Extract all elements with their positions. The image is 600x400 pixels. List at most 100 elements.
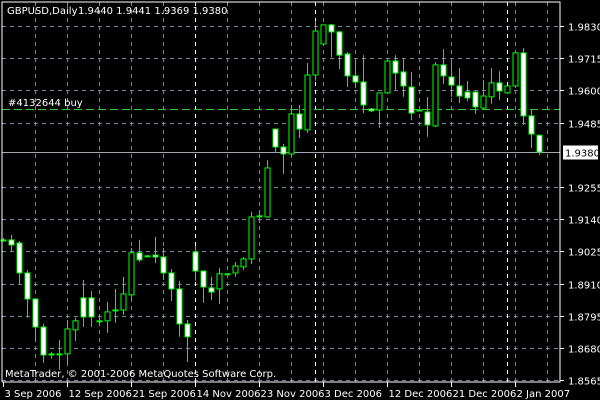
current-price-label-box — [563, 145, 598, 160]
candle — [456, 68, 463, 103]
candle — [184, 320, 191, 362]
candle-body — [160, 256, 167, 274]
candle-body — [480, 95, 487, 109]
candle-body — [56, 353, 63, 356]
candle-body — [392, 60, 399, 74]
candle — [80, 279, 87, 327]
x-tick-label: 21 Sep 2006 — [133, 389, 196, 400]
candle — [440, 48, 447, 84]
candle — [496, 71, 503, 100]
candle-body — [184, 323, 191, 338]
candle-body — [176, 288, 183, 325]
chart-header-ohlc: 1.9440 1.9441 1.9369 1.9380 — [78, 6, 228, 17]
candle — [232, 262, 239, 277]
candle — [104, 301, 111, 333]
y-tick-label: 1.9255 — [568, 184, 600, 195]
y-tick-label: 1.8795 — [568, 313, 600, 324]
candle — [424, 96, 431, 137]
candle — [296, 104, 303, 138]
candle — [304, 62, 311, 133]
candle — [400, 57, 407, 97]
candle — [280, 143, 287, 174]
candles — [0, 20, 543, 370]
candle-body — [80, 297, 87, 318]
candle-body — [512, 52, 519, 87]
candle — [328, 24, 335, 58]
candle — [352, 59, 359, 88]
candle-body — [288, 113, 295, 155]
candle-body — [40, 326, 47, 356]
candle-body — [24, 272, 31, 300]
candle — [472, 90, 479, 114]
y-tick-label: 1.9485 — [568, 120, 600, 131]
candle — [56, 339, 63, 370]
y-tick-label: 1.9140 — [568, 216, 600, 227]
candle-body — [72, 320, 79, 331]
candle — [480, 80, 487, 110]
copyright-text: MetaTrader, © 2001-2006 MetaQuotes Softw… — [5, 369, 276, 380]
candle-body — [496, 82, 503, 92]
candle — [240, 257, 247, 270]
candle — [336, 31, 343, 70]
candle — [488, 68, 495, 104]
candle — [464, 80, 471, 102]
y-tick-label: 1.9600 — [568, 87, 600, 98]
candle — [392, 55, 399, 90]
candle-body — [208, 287, 215, 293]
candle-body — [520, 52, 527, 117]
x-tick-label: 21 Dec 2006 — [453, 389, 517, 400]
candle — [0, 237, 7, 242]
candle-body — [256, 215, 263, 218]
candle — [512, 52, 519, 88]
candle — [368, 108, 375, 112]
candle — [312, 20, 319, 81]
candle — [208, 276, 215, 300]
candle-body — [472, 91, 479, 108]
candle-body — [64, 328, 71, 355]
y-tick-label: 1.9830 — [568, 23, 600, 34]
y-tick-label: 1.9715 — [568, 55, 600, 66]
y-tick-label: 1.8680 — [568, 345, 600, 356]
candle — [360, 55, 367, 114]
candle-body — [280, 146, 287, 155]
candle-body — [536, 134, 543, 153]
candle — [8, 234, 15, 252]
x-tick-label: 12 Dec 2006 — [389, 389, 453, 400]
candle-body — [200, 270, 207, 288]
candle-body — [112, 309, 119, 312]
candle — [264, 159, 271, 218]
candle — [16, 241, 23, 284]
y-tick-label: 1.9025 — [568, 248, 600, 259]
candle — [376, 92, 383, 128]
candle — [224, 272, 231, 276]
candle-body — [96, 320, 103, 323]
candle-body — [168, 272, 175, 290]
candle-body — [88, 297, 95, 318]
candle-body — [192, 251, 199, 272]
candle-body — [120, 293, 127, 311]
candle — [24, 269, 31, 318]
candle — [520, 48, 527, 125]
candle-body — [320, 24, 327, 45]
candle — [320, 24, 327, 46]
candle-body — [216, 273, 223, 290]
candle-body — [264, 167, 271, 218]
candle-body — [336, 31, 343, 56]
candle — [96, 314, 103, 324]
x-tick-label: 12 Sep 2006 — [69, 389, 132, 400]
candle-body — [416, 109, 423, 112]
candle-body — [504, 85, 511, 94]
candle — [72, 317, 79, 341]
candle-body — [368, 108, 375, 112]
candle — [168, 269, 175, 301]
candle-body — [304, 74, 311, 131]
y-tick-label: 1.8565 — [568, 377, 600, 388]
candle-body — [528, 115, 535, 135]
x-tick-label: 3 Sep 2006 — [5, 389, 62, 400]
candle — [192, 245, 199, 281]
candle — [160, 248, 167, 280]
order-label[interactable]: #4132644 buy — [8, 98, 83, 109]
candle-body — [136, 252, 143, 261]
